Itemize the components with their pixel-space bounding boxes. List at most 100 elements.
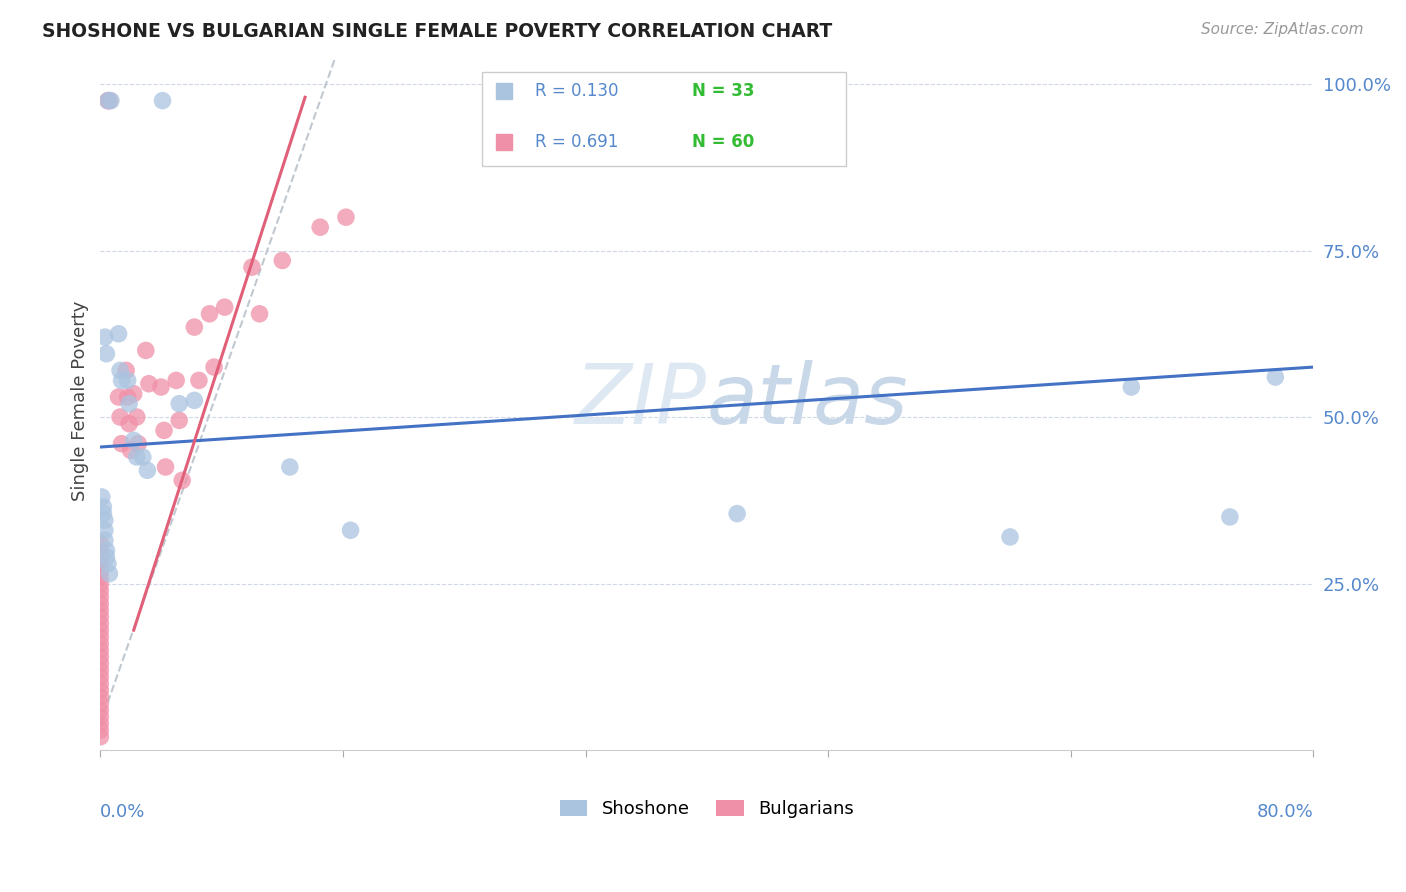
Point xyxy=(89,576,111,591)
Point xyxy=(94,513,117,527)
Point xyxy=(120,443,142,458)
Point xyxy=(1264,370,1286,384)
Point xyxy=(89,603,111,617)
Point xyxy=(118,397,141,411)
Point xyxy=(90,490,112,504)
Point xyxy=(1219,510,1241,524)
Point xyxy=(167,397,190,411)
Point xyxy=(98,566,121,581)
Point xyxy=(89,710,111,724)
Point xyxy=(89,583,111,598)
Point xyxy=(198,307,221,321)
Point xyxy=(97,94,120,108)
Point xyxy=(214,300,236,314)
Point xyxy=(249,307,271,321)
Point xyxy=(89,703,111,717)
FancyBboxPatch shape xyxy=(482,71,846,166)
Point xyxy=(97,557,120,571)
Point xyxy=(998,530,1021,544)
Point xyxy=(89,557,111,571)
Point xyxy=(110,373,132,387)
Point xyxy=(89,649,111,664)
Point xyxy=(97,94,120,108)
Point xyxy=(125,450,148,464)
Legend: Shoshone, Bulgarians: Shoshone, Bulgarians xyxy=(553,792,860,825)
Point xyxy=(89,716,111,731)
Point xyxy=(89,610,111,624)
Point xyxy=(89,643,111,657)
Point xyxy=(89,670,111,684)
Point xyxy=(122,386,145,401)
Point xyxy=(96,543,118,558)
Text: N = 60: N = 60 xyxy=(692,133,755,151)
Point xyxy=(309,220,332,235)
Point xyxy=(89,636,111,650)
Text: atlas: atlas xyxy=(707,359,908,441)
Point xyxy=(127,436,149,450)
Point xyxy=(94,523,117,537)
Point xyxy=(89,536,111,550)
Point xyxy=(167,413,190,427)
Point xyxy=(93,507,115,521)
Point xyxy=(202,360,225,375)
Y-axis label: Single Female Poverty: Single Female Poverty xyxy=(72,301,89,500)
Text: R = 0.691: R = 0.691 xyxy=(534,133,619,151)
Point xyxy=(138,376,160,391)
Point xyxy=(108,410,131,425)
Point xyxy=(122,434,145,448)
Text: 80.0%: 80.0% xyxy=(1257,803,1313,821)
Point xyxy=(89,723,111,738)
Point xyxy=(118,417,141,431)
Point xyxy=(89,590,111,604)
Point xyxy=(89,563,111,577)
Point xyxy=(94,533,117,548)
Point xyxy=(89,570,111,584)
Point xyxy=(152,94,174,108)
Point xyxy=(89,730,111,744)
Point xyxy=(132,450,155,464)
Point xyxy=(96,347,118,361)
Point xyxy=(98,94,121,108)
Point xyxy=(339,523,361,537)
Point xyxy=(89,623,111,637)
Point xyxy=(108,363,131,377)
Text: Source: ZipAtlas.com: Source: ZipAtlas.com xyxy=(1201,22,1364,37)
Point xyxy=(89,549,111,564)
Point xyxy=(240,260,263,275)
Point xyxy=(89,616,111,631)
Text: ZIP: ZIP xyxy=(575,359,707,441)
Point xyxy=(107,390,129,404)
Point xyxy=(89,697,111,711)
Text: R = 0.130: R = 0.130 xyxy=(534,82,619,100)
Point xyxy=(155,460,177,475)
Point xyxy=(115,363,138,377)
Point xyxy=(96,549,118,564)
Point xyxy=(89,657,111,671)
Point xyxy=(183,320,205,334)
Point xyxy=(89,543,111,558)
Point xyxy=(271,253,294,268)
Point xyxy=(153,423,176,437)
Point xyxy=(187,373,209,387)
Point xyxy=(107,326,129,341)
Point xyxy=(335,211,357,225)
Point xyxy=(125,410,148,425)
Point xyxy=(93,500,115,514)
Point xyxy=(172,473,194,487)
Point xyxy=(278,460,301,475)
Point xyxy=(117,373,139,387)
Point xyxy=(165,373,187,387)
Point xyxy=(725,507,748,521)
Text: 0.0%: 0.0% xyxy=(100,803,146,821)
Point xyxy=(1121,380,1143,394)
Point xyxy=(100,94,122,108)
Point xyxy=(89,597,111,611)
Point xyxy=(183,393,205,408)
Point xyxy=(89,690,111,704)
Point xyxy=(89,630,111,644)
Point xyxy=(117,390,139,404)
Point xyxy=(150,380,173,394)
Text: N = 33: N = 33 xyxy=(692,82,755,100)
Point xyxy=(135,343,157,358)
Point xyxy=(89,683,111,698)
